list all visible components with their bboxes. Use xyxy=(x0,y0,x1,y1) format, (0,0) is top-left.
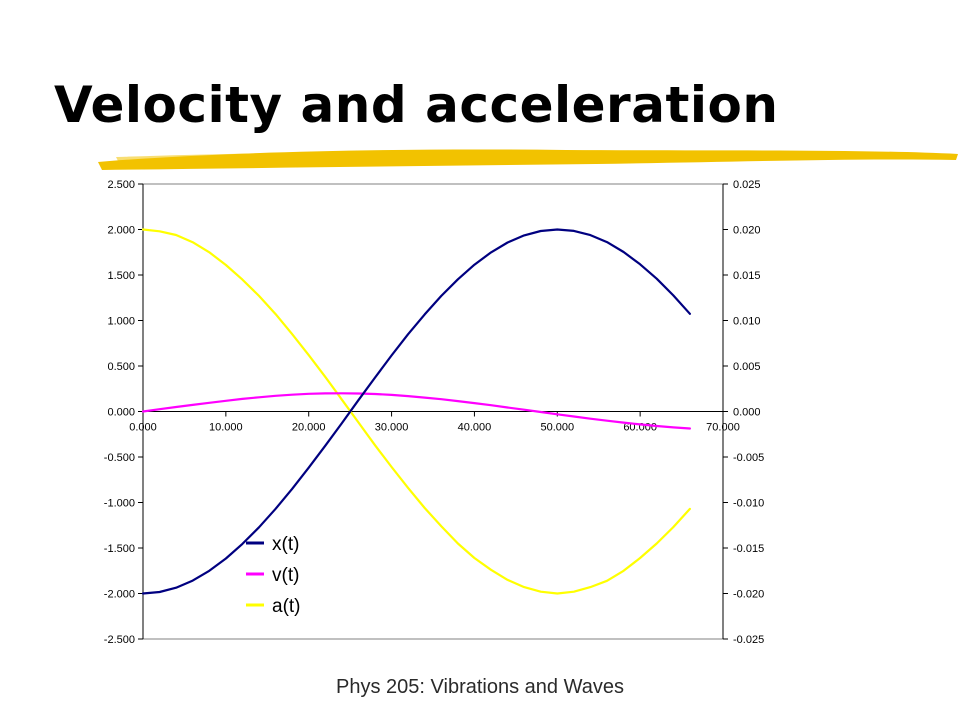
series-line-v xyxy=(141,392,692,430)
y-left-tick-label: -2.000 xyxy=(104,589,135,601)
legend-label-x: x(t) xyxy=(272,534,299,555)
y-left-tick-label: 0.500 xyxy=(107,361,135,373)
y-left-tick-label: -1.000 xyxy=(104,498,135,510)
y-left-tick-label: 0.000 xyxy=(107,407,135,419)
x-tick-label: 50.000 xyxy=(540,422,574,434)
x-tick-label: 10.000 xyxy=(209,422,243,434)
legend-label-a: a(t) xyxy=(272,596,301,617)
slide-footer: Phys 205: Vibrations and Waves xyxy=(336,676,624,698)
y-right-tick-label: -0.025 xyxy=(733,634,764,646)
legend-label-v: v(t) xyxy=(272,565,299,586)
slide-title: Velocity and acceleration xyxy=(54,76,779,134)
series-line-x xyxy=(141,228,692,595)
y-right-tick-label: 0.015 xyxy=(733,270,761,282)
x-tick-label: 40.000 xyxy=(458,422,492,434)
y-left-tick-label: 2.000 xyxy=(107,225,135,237)
x-tick-label: 20.000 xyxy=(292,422,326,434)
y-right-tick-label: 0.020 xyxy=(733,225,761,237)
y-right-tick-label: 0.025 xyxy=(733,179,761,191)
y-left-tick-label: -2.500 xyxy=(104,634,135,646)
brush-stroke-streak xyxy=(116,150,736,161)
y-left-tick-label: -1.500 xyxy=(104,543,135,555)
y-right-tick-label: -0.015 xyxy=(733,543,764,555)
y-right-tick-label: -0.005 xyxy=(733,452,764,464)
y-left-tick-label: 1.500 xyxy=(107,270,135,282)
y-left-tick-label: 2.500 xyxy=(107,179,135,191)
y-right-tick-label: 0.005 xyxy=(733,361,761,373)
y-right-tick-label: 0.010 xyxy=(733,316,761,328)
chart-series xyxy=(141,228,692,595)
brush-stroke-decoration xyxy=(98,149,958,170)
series-line-a xyxy=(141,228,692,595)
chart-legend: x(t) v(t) a(t) xyxy=(246,534,301,617)
y-left-tick-label: -0.500 xyxy=(104,452,135,464)
y-right-tick-label: -0.010 xyxy=(733,498,764,510)
x-tick-label: 30.000 xyxy=(375,422,409,434)
y-right-tick-label: -0.020 xyxy=(733,589,764,601)
y-right-tick-label: 0.000 xyxy=(733,407,761,419)
y-left-tick-label: 1.000 xyxy=(107,316,135,328)
